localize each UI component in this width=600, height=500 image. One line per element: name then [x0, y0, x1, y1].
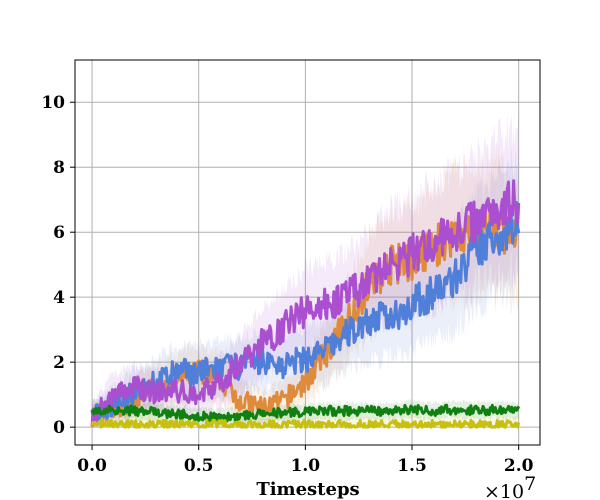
y-tick-label-4: 8 [53, 158, 65, 178]
plot-frame [74, 59, 541, 446]
series-line-4 [90, 417, 521, 429]
y-tick-label-1: 2 [53, 353, 65, 373]
x-tick-label-2: 1.0 [291, 456, 321, 476]
y-tick-label-3: 6 [53, 223, 65, 243]
x-tick-label-1: 0.5 [184, 456, 214, 476]
series-line-3 [90, 403, 521, 423]
x-tick-label-0: 0.0 [77, 456, 107, 476]
series-band-2 [92, 113, 519, 428]
x-tick-label-4: 2.0 [504, 456, 534, 476]
y-ticks: 0 2 4 6 8 10 [41, 93, 75, 438]
series-band-1 [92, 146, 519, 428]
x-ticks: 0.0 0.5 1.0 1.5 2.0 [77, 445, 534, 476]
x-scale-exponent: 7 [524, 473, 536, 495]
y-tick-label-5: 10 [41, 93, 65, 113]
series-lines [90, 179, 521, 429]
series-band-0 [92, 145, 519, 428]
x-axis-scale-label: ×107 [484, 473, 536, 500]
series-line-2 [90, 179, 521, 427]
y-tick-label-2: 4 [53, 288, 65, 308]
y-tick-label-0: 0 [53, 418, 65, 438]
x-scale-multiplier: ×10 [484, 481, 524, 500]
series-line-1 [90, 201, 521, 424]
x-tick-label-3: 1.5 [397, 456, 427, 476]
x-axis-label: Timesteps [256, 479, 359, 500]
